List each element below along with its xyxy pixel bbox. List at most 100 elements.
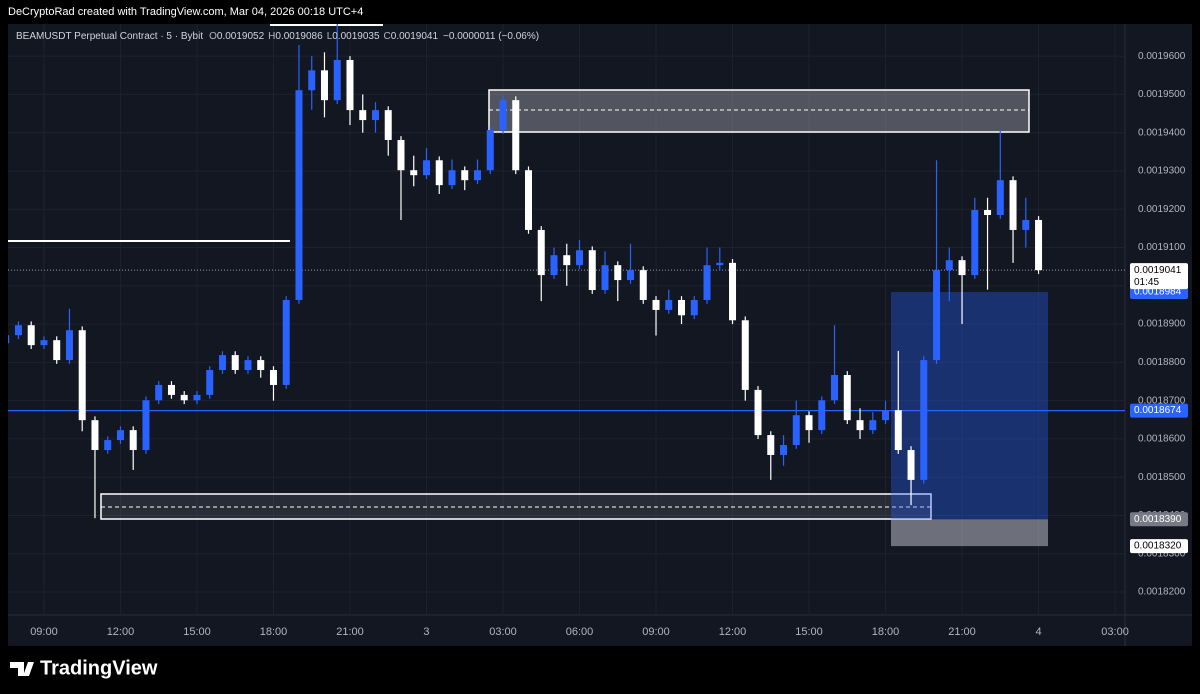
candle-body [308, 70, 316, 91]
countdown: 01:45 [1134, 277, 1159, 288]
legend: BEAMUSDT Perpetual Contract · 5 · Bybit O… [16, 31, 539, 42]
candle-body [371, 110, 379, 121]
y-tick-label: 0.0018600 [1138, 434, 1186, 445]
x-tick-label: 12:00 [107, 626, 135, 638]
x-tick-label: 4 [1035, 626, 1041, 638]
ohlc-value: 0.0019052 [217, 31, 265, 42]
logo-text: TradingView [40, 657, 158, 679]
last-price-bg [1130, 263, 1188, 290]
candle-body [741, 320, 749, 390]
candle-body [894, 410, 902, 451]
candle-body [435, 160, 443, 186]
blue-level-label-bg [1130, 403, 1188, 418]
x-tick-label: 03:00 [489, 626, 517, 638]
stop-label-bg [1130, 539, 1188, 554]
candle-body [869, 420, 877, 431]
candle-body [473, 170, 481, 181]
x-tick-label: 09:00 [30, 626, 58, 638]
candle-body [167, 384, 175, 395]
ohlc-value: 0.0019041 [391, 31, 439, 42]
candle-body [1035, 219, 1043, 271]
y-tick-label: 0.0019300 [1138, 166, 1186, 177]
candle-body [116, 430, 124, 441]
y-tick-label: 0.0018900 [1138, 319, 1186, 330]
candle-body [461, 170, 469, 181]
symbol: BEAMUSDT Perpetual Contract · 5 · Bybit [16, 31, 203, 42]
x-tick-label: 15:00 [795, 626, 823, 638]
candle-body [588, 250, 596, 291]
candle-body [792, 415, 800, 446]
y-tick-label: 0.0019600 [1138, 51, 1186, 62]
candle-body [767, 435, 775, 456]
candle-body [129, 430, 137, 451]
ohlc-key: H [268, 31, 275, 42]
candle-body [678, 299, 686, 316]
x-tick-label: 21:00 [336, 626, 364, 638]
candle-body [996, 180, 1004, 216]
entry-label-bg [1130, 512, 1188, 527]
candle-body [703, 265, 711, 300]
logo-icon [27, 662, 33, 668]
candle-body [269, 370, 277, 385]
candle-body [231, 355, 239, 371]
candle-body [91, 420, 99, 451]
blue-level-label: 0.0018674 [1134, 405, 1182, 416]
candle-body [65, 330, 73, 361]
candles [8, 24, 1043, 519]
stop-label: 0.0018320 [1134, 541, 1182, 552]
candle-body [1022, 219, 1030, 230]
candle-body [716, 262, 724, 266]
candle-body [218, 355, 226, 371]
candle-body [831, 375, 839, 401]
candle-body [601, 265, 609, 291]
candle-body [384, 110, 392, 140]
candle-body [142, 400, 150, 451]
x-tick-label: 3 [423, 626, 429, 638]
candle-body [257, 360, 265, 371]
y-tick-label: 0.0019400 [1138, 127, 1186, 138]
candle-body [971, 210, 979, 276]
y-tick-label: 0.0018200 [1138, 587, 1186, 598]
ohlc-value: 0.0019035 [332, 31, 380, 42]
ohlc-key: O [209, 31, 217, 42]
x-tick-label: 09:00 [642, 626, 670, 638]
candle-body [333, 59, 341, 101]
entry-label: 0.0018390 [1134, 514, 1182, 525]
candle-body [537, 229, 545, 276]
logo: TradingView [10, 657, 158, 679]
candle-body [754, 389, 762, 436]
candle-body [525, 170, 533, 230]
candle-body [78, 330, 86, 421]
drawings [8, 24, 1030, 520]
candle-body [729, 262, 737, 321]
candle-body [933, 270, 941, 361]
candle-body [576, 250, 584, 266]
candle-body [193, 394, 201, 401]
candle-body [206, 370, 214, 395]
candle-body [856, 420, 864, 431]
y-tick-label: 0.0019200 [1138, 204, 1186, 215]
candle-body [346, 59, 354, 111]
candle-body [665, 299, 673, 310]
ohlc-key: C [384, 31, 391, 42]
candle-body [410, 170, 418, 176]
target-zone [891, 291, 1048, 520]
y-tick-label: 0.0018500 [1138, 472, 1186, 483]
candle-body [14, 325, 22, 336]
x-tick-label: 03:00 [1101, 626, 1129, 638]
candle-body [550, 255, 558, 276]
candle-body [639, 270, 647, 300]
candle-body [882, 410, 890, 421]
candle-body [945, 260, 953, 271]
candle-body [53, 340, 61, 361]
candle-body [422, 160, 430, 176]
change: −0.0000011 (−0.06%) [443, 31, 539, 42]
candle-body [512, 100, 520, 171]
position-tool [8, 269, 1125, 547]
candle-body [244, 360, 252, 371]
x-tick-label: 21:00 [948, 626, 976, 638]
candle-body [8, 335, 10, 344]
candle-body [155, 384, 163, 401]
axes: 0.00182000.00183000.00184000.00185000.00… [30, 51, 1188, 638]
